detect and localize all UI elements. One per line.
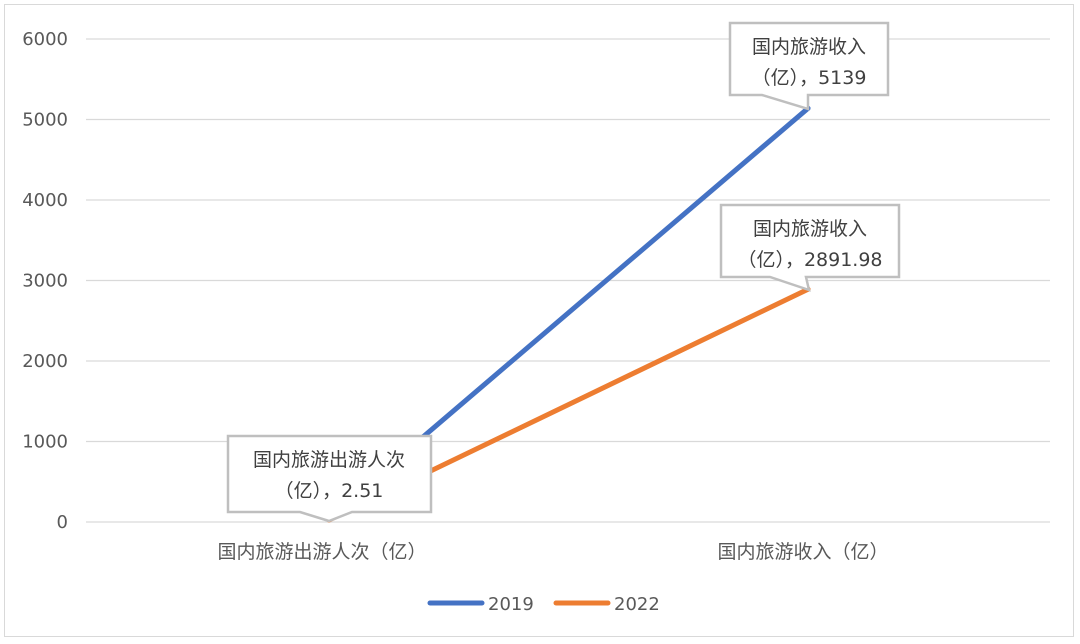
x-category-label: 国内旅游收入（亿）	[717, 541, 888, 563]
y-tick-label: 4000	[22, 190, 68, 211]
y-tick-label: 3000	[22, 271, 68, 292]
callout-line-1: 国内旅游出游人次	[253, 449, 405, 471]
callout-line-2: （亿），5139	[752, 67, 867, 89]
callout-line-2: （亿），2.51	[275, 480, 384, 502]
y-axis-ticks: 0 1000 2000 3000 4000 5000 6000	[22, 29, 68, 533]
data-callout: 国内旅游收入 （亿），2891.98	[719, 203, 901, 292]
data-callout: 国内旅游出游人次 （亿），2.51	[226, 434, 433, 523]
x-category-label: 国内旅游出游人次（亿）	[217, 541, 426, 563]
callout-box	[226, 434, 433, 523]
y-tick-label: 5000	[22, 110, 68, 131]
callout-box	[728, 21, 890, 111]
legend-label: 2022	[614, 594, 660, 615]
callout-line-1: 国内旅游收入	[753, 218, 867, 240]
data-callouts: 国内旅游出游人次 （亿），2.51 国内旅游收入 （亿），5139 国内旅游收入 （亿），…	[226, 21, 901, 523]
callout-line-1: 国内旅游收入	[752, 36, 866, 58]
callout-line-2: （亿），2891.98	[737, 249, 882, 271]
y-tick-label: 1000	[22, 432, 68, 453]
data-callout: 国内旅游收入 （亿），5139	[728, 21, 890, 111]
y-tick-label: 6000	[22, 29, 68, 50]
legend: 2019 2022	[427, 594, 660, 615]
callout-box	[719, 203, 901, 292]
y-tick-label: 2000	[22, 351, 68, 372]
x-axis-categories: 国内旅游出游人次（亿） 国内旅游收入（亿）	[217, 541, 888, 563]
legend-label: 2019	[488, 594, 534, 615]
chart-frame	[4, 4, 1074, 637]
y-tick-label: 0	[57, 512, 68, 533]
